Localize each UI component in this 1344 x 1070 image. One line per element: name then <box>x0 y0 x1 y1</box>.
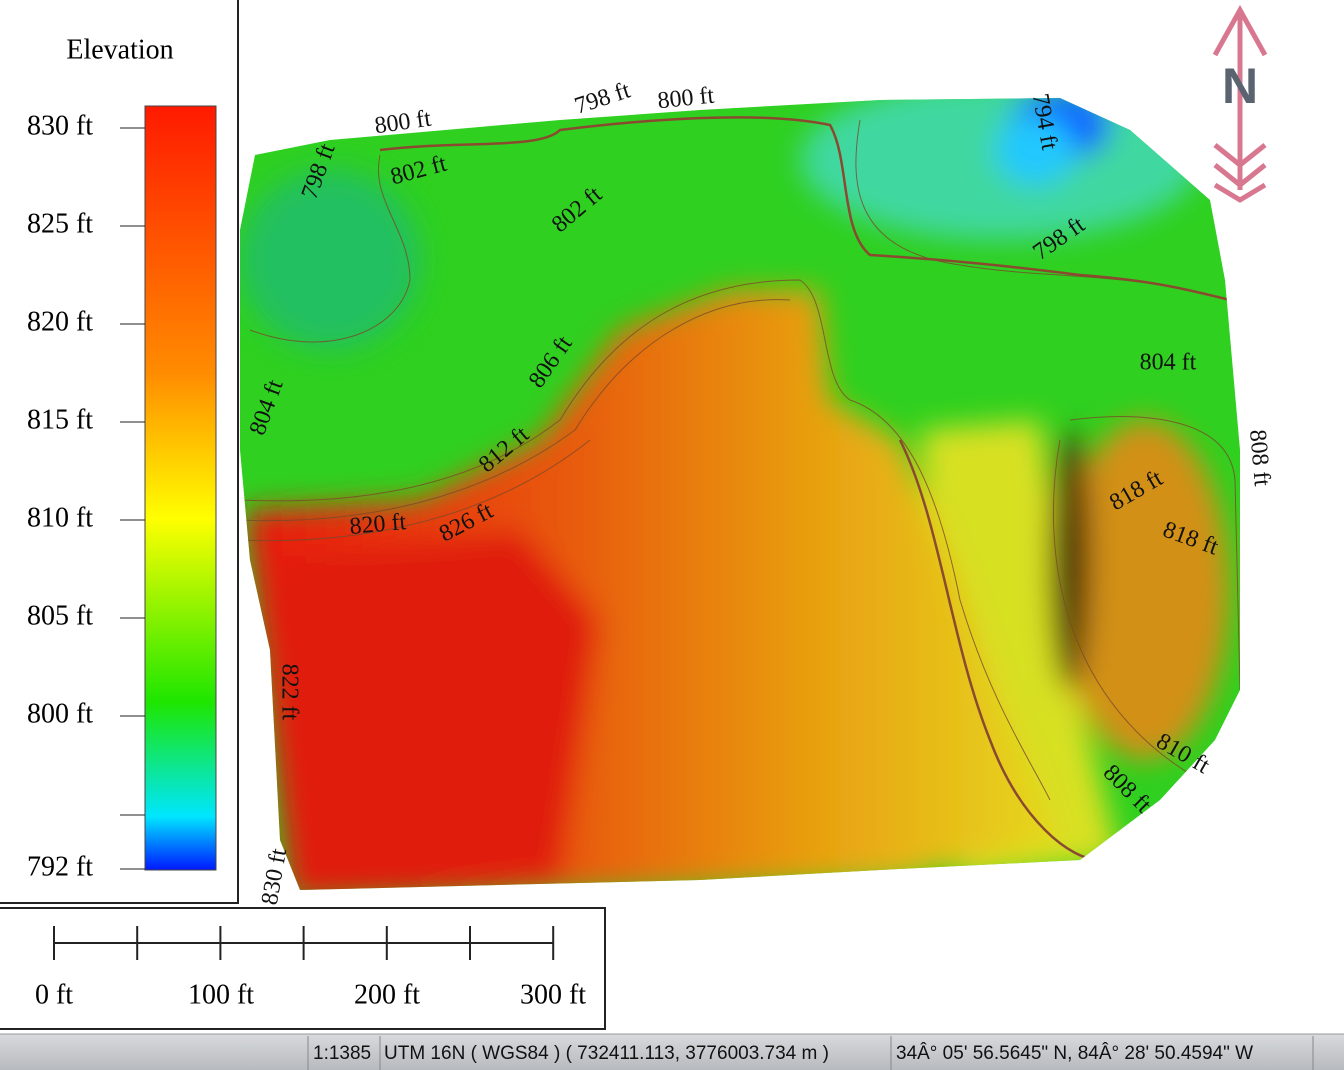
scale-bar: 0 ft 100 ft 200 ft 300 ft <box>0 907 606 1030</box>
legend-title: Elevation <box>66 34 173 65</box>
contour-label: 830 ft <box>257 846 293 907</box>
legend-label: 815 ft <box>27 404 93 435</box>
index-contours <box>379 116 1231 862</box>
legend-label: 810 ft <box>27 502 93 533</box>
contour-label: 798 ft <box>572 77 634 119</box>
status-text: 1:1385 <box>313 1043 371 1064</box>
scale-label: 100 ft <box>188 979 254 1010</box>
legend: Elevation 830 ft 825 ft 820 ft 815 ft 810 ft… <box>0 0 239 904</box>
contour-label: 800 ft <box>656 83 715 115</box>
north-label: N <box>1222 58 1258 114</box>
status-bar: 1:1385 UTM 16N ( WGS84 ) ( 732411.113, 37… <box>0 1033 1344 1070</box>
legend-label: 805 ft <box>27 600 93 631</box>
status-text: 34Â° 05' 56.5645" N, 84Â° 28' 50.4594" W <box>896 1042 1253 1064</box>
scale-label: 300 ft <box>520 979 586 1010</box>
scale-label: 0 ft <box>35 979 73 1010</box>
contour-label: 804 ft <box>1140 350 1197 376</box>
contour-label: 808 ft <box>1244 429 1275 488</box>
contour-label: 822 ft <box>276 664 302 721</box>
scale-label: 200 ft <box>354 979 420 1010</box>
legend-label: 800 ft <box>27 698 93 729</box>
north-arrow: N <box>1212 4 1268 203</box>
status-text: UTM 16N ( WGS84 ) ( 732411.113, 3776003.… <box>384 1043 829 1064</box>
legend-label: 830 ft <box>27 110 93 141</box>
legend-label: 825 ft <box>27 208 93 239</box>
legend-label: 820 ft <box>27 306 93 337</box>
legend-label: 792 ft <box>27 851 93 882</box>
elevation-map <box>240 98 1240 890</box>
contour-label: 820 ft <box>349 509 408 540</box>
